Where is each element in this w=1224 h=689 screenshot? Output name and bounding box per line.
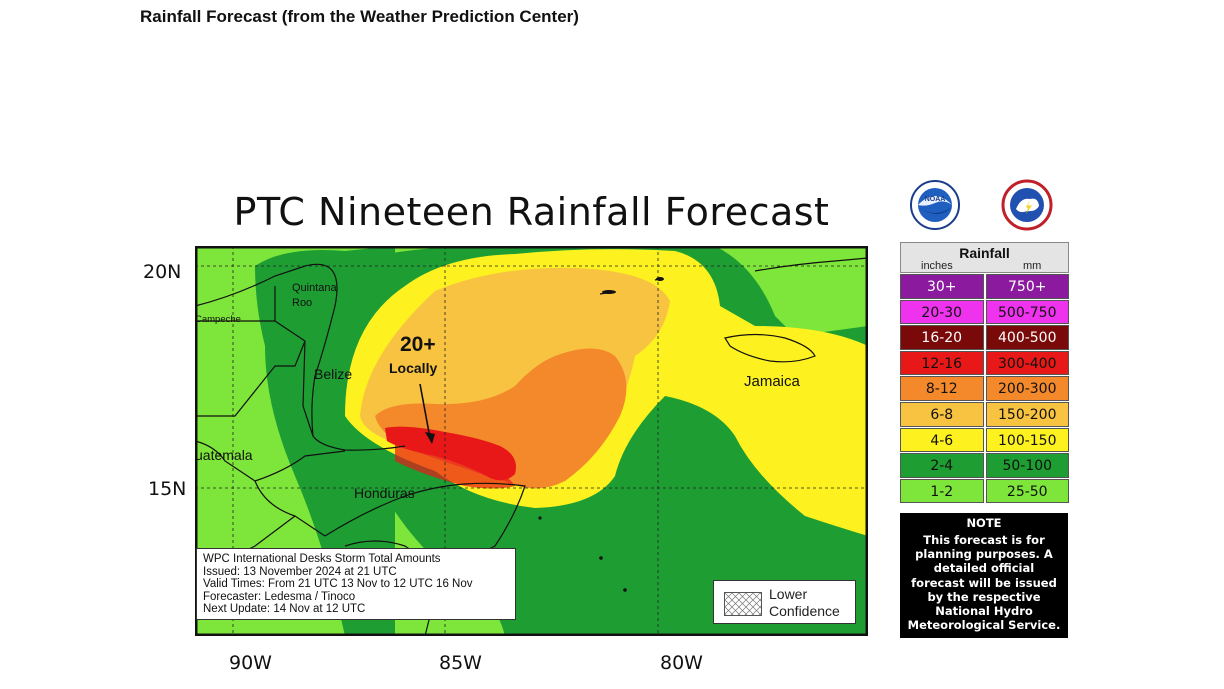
legend-row: 8-12 200-300 bbox=[900, 376, 1069, 401]
lon-label-90w: 90W bbox=[229, 652, 272, 674]
legend-cell-inches: 2-4 bbox=[900, 453, 984, 478]
legend-cell-mm: 300-400 bbox=[985, 350, 1069, 376]
info-line-5: Next Update: 14 Nov at 12 UTC bbox=[203, 603, 366, 616]
info-line-2: Issued: 13 November 2024 at 21 UTC bbox=[203, 565, 397, 578]
legend-cell-inches: 30+ bbox=[900, 274, 984, 299]
place-campeche: Campeche bbox=[195, 314, 241, 325]
confidence-line-2: Confidence bbox=[769, 603, 840, 619]
legend-cell-inches: 6-8 bbox=[900, 401, 984, 427]
legend-row: 4-6 100-150 bbox=[900, 427, 1069, 453]
info-line-3: Valid Times: From 21 UTC 13 Nov to 12 UT… bbox=[203, 578, 473, 591]
legend-row: 16-20 400-500 bbox=[900, 325, 1069, 350]
legend-cell-mm: 200-300 bbox=[985, 376, 1069, 401]
place-quintana-roo: Quintana Roo bbox=[292, 282, 337, 309]
annotation-qualifier: Locally bbox=[389, 360, 438, 376]
forecast-info-box: WPC International Desks Storm Total Amou… bbox=[196, 548, 516, 620]
place-jamaica: Jamaica bbox=[744, 373, 800, 390]
legend-row: 2-4 50-100 bbox=[900, 453, 1069, 478]
place-guatemala: uatemala bbox=[195, 447, 253, 463]
legend-title: Rainfall bbox=[959, 245, 1010, 261]
legend-cell-mm: 25-50 bbox=[985, 478, 1069, 504]
legend-cell-mm: 50-100 bbox=[985, 453, 1069, 478]
noaa-logo-icon: NOAA bbox=[904, 179, 966, 231]
lat-label-20n: 20N bbox=[143, 261, 182, 283]
info-line-4: Forecaster: Ledesma / Tinoco bbox=[203, 590, 356, 603]
place-belize: Belize bbox=[314, 366, 353, 382]
nws-logo-icon bbox=[996, 179, 1058, 231]
noaa-logo-text: NOAA bbox=[925, 196, 946, 203]
lat-label-15n: 15N bbox=[148, 478, 187, 500]
legend-cell-mm: 750+ bbox=[985, 274, 1069, 299]
page-heading: Rainfall Forecast (from the Weather Pred… bbox=[140, 7, 579, 26]
legend-cell-mm: 400-500 bbox=[985, 325, 1069, 350]
legend-cell-mm: 100-150 bbox=[985, 427, 1069, 453]
confidence-line-1: Lower bbox=[769, 586, 808, 602]
info-line-1: WPC International Desks Storm Total Amou… bbox=[203, 553, 441, 565]
legend-header: Rainfall inches mm bbox=[900, 242, 1069, 273]
legend-row: 6-8 150-200 bbox=[900, 401, 1069, 427]
legend-cell-inches: 8-12 bbox=[900, 376, 984, 401]
legend-row: 30+ 750+ bbox=[900, 274, 1069, 299]
legend-cell-inches: 12-16 bbox=[900, 350, 984, 376]
legend-col-inches: inches bbox=[921, 260, 953, 272]
annotation-amount: 20+ bbox=[400, 333, 436, 356]
legend-cell-mm: 500-750 bbox=[985, 299, 1069, 325]
legend-cell-inches: 4-6 bbox=[900, 427, 984, 453]
hatch-swatch-icon bbox=[724, 592, 762, 616]
map-title: PTC Nineteen Rainfall Forecast bbox=[233, 190, 830, 234]
legend-cell-mm: 150-200 bbox=[985, 401, 1069, 427]
lon-label-80w: 80W bbox=[660, 652, 703, 674]
place-honduras: Honduras bbox=[354, 485, 415, 501]
lon-label-85w: 85W bbox=[439, 652, 482, 674]
note-box: NOTE This forecast is for planning purpo… bbox=[900, 513, 1068, 638]
legend-row: 1-2 25-50 bbox=[900, 478, 1069, 504]
rainfall-legend: Rainfall inches mm 30+ 750+ 20-30 500-750 16… bbox=[900, 242, 1069, 504]
note-text: This forecast is for planning purposes. … bbox=[907, 533, 1061, 633]
note-title: NOTE bbox=[966, 516, 1002, 530]
lower-confidence-key: Lower Confidence bbox=[713, 580, 856, 624]
legend-cell-inches: 1-2 bbox=[900, 478, 984, 504]
legend-row: 20-30 500-750 bbox=[900, 299, 1069, 325]
legend-cell-inches: 20-30 bbox=[900, 299, 984, 325]
legend-cell-inches: 16-20 bbox=[900, 325, 984, 350]
legend-row: 12-16 300-400 bbox=[900, 350, 1069, 376]
legend-col-mm: mm bbox=[1023, 260, 1042, 272]
